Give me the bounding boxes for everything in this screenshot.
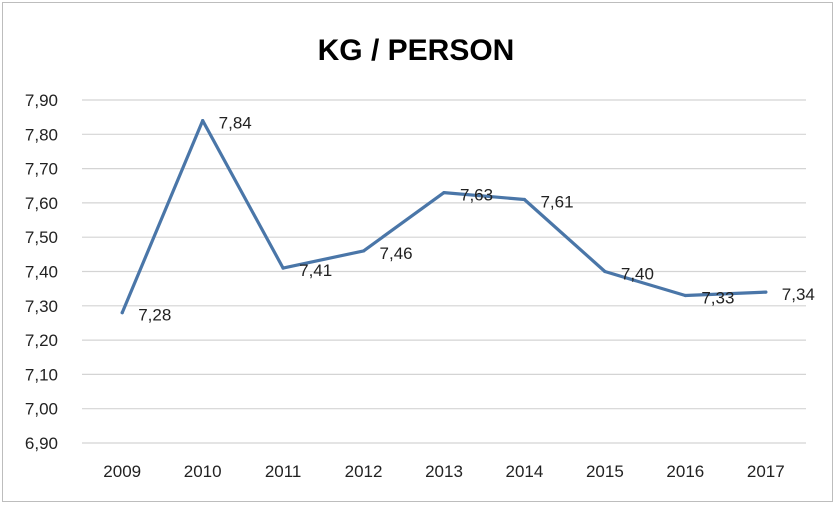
x-tick-label: 2009 [103,462,141,481]
data-point [281,266,285,270]
data-label: 7,84 [219,114,252,133]
chart-title: KG / PERSON [318,34,515,67]
series [120,118,768,315]
y-tick-label: 6,90 [25,434,58,453]
data-point [522,197,527,202]
x-tick-label: 2011 [265,462,302,481]
data-label: 7,63 [460,186,493,205]
y-tick-label: 7,10 [25,365,58,384]
data-point [201,118,205,123]
x-tick-label: 2014 [506,462,544,481]
y-tick-label: 7,20 [25,331,58,350]
data-point [603,269,607,274]
y-axis-ticks: 6,90 7,00 7,10 7,20 7,30 7,40 7,50 7,60 7,70 7,80… [25,91,58,453]
y-tick-label: 7,60 [25,194,58,213]
y-tick-label: 7,30 [25,297,58,316]
y-tick-label: 7,40 [25,263,58,282]
x-tick-label: 2013 [425,462,463,481]
data-label: 7,46 [380,244,413,263]
x-tick-label: 2017 [747,462,785,481]
gridlines [82,99,806,444]
x-tick-label: 2016 [666,462,704,481]
x-tick-label: 2010 [184,462,222,481]
x-tick-label: 2015 [586,462,624,481]
y-tick-label: 7,70 [25,160,58,179]
data-label: 7,40 [621,265,654,284]
y-tick-label: 7,80 [25,125,58,144]
y-tick-label: 7,90 [25,91,58,110]
data-label: 7,33 [701,289,734,308]
series-line [120,118,768,315]
data-label: 7,61 [540,192,573,211]
data-point [120,311,124,315]
data-point [764,290,768,294]
y-tick-label: 7,50 [25,228,58,247]
y-tick-label: 7,00 [25,400,58,419]
data-point [361,249,366,253]
data-label: 7,41 [299,261,332,280]
data-point [683,293,687,298]
data-label: 7,28 [138,306,171,325]
data-label: 7,34 [782,285,815,304]
x-tick-label: 2012 [345,462,383,481]
data-labels: 7,28 7,84 7,41 7,46 7,63 7,61 7,40 7,33 7,34 [138,114,815,325]
data-point [442,191,446,195]
x-axis-ticks: 2009 2010 2011 2012 2013 2014 2015 2016 2017 [103,462,784,481]
